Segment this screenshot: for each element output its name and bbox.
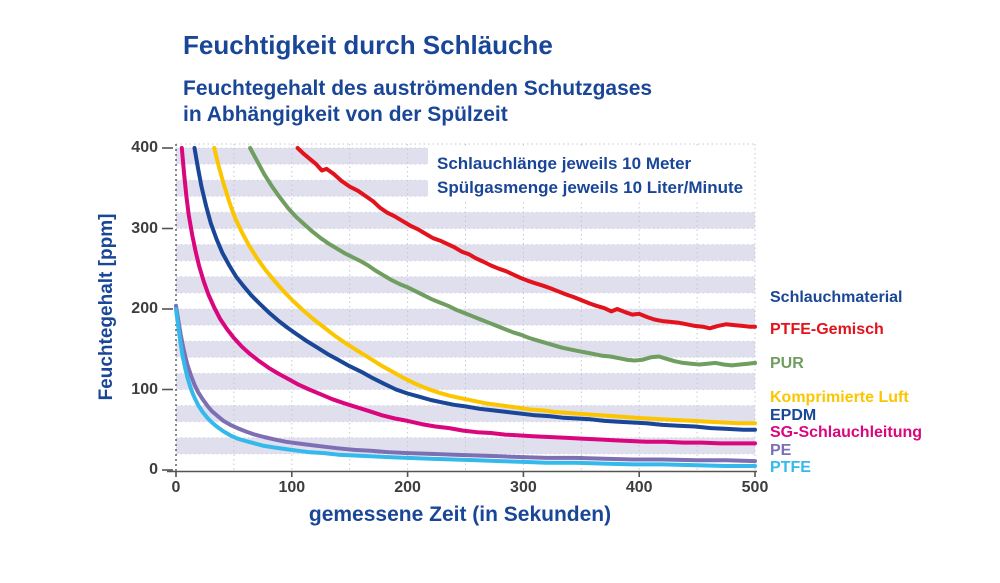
y-tick-label-0: 0 (149, 461, 158, 478)
x-tick-label-0: 0 (171, 479, 181, 496)
y-tick-label-200: 200 (131, 300, 158, 317)
chart-annotation: Schlauchlänge jeweils 10 Meter Spülgasme… (437, 152, 743, 200)
curve-ptfe-gemisch (295, 146, 757, 331)
curve-pur (248, 146, 757, 368)
curve-epdm (192, 146, 757, 432)
curve-ptfe (174, 307, 757, 468)
background-stripe (176, 212, 755, 229)
legend-item-sg-schlauchleitung: SG-Schlauchleitung (770, 424, 923, 441)
page-title: Feuchtigkeit durch Schläuche (183, 30, 553, 60)
y-tick-label-400: 400 (131, 139, 158, 156)
subtitle-line-1: Feuchtegehalt des auströmenden Schutzgas… (183, 77, 653, 100)
annotation-line-2: Spülgasmenge jeweils 10 Liter/Minute (437, 178, 744, 197)
x-tick-label-300: 300 (510, 479, 537, 496)
chart-legend: Schlauchmaterial PTFE-Gemisch PUR Komprimie… (770, 0, 998, 583)
x-tick-label-100: 100 (278, 479, 306, 496)
legend-item-pe: PE (770, 441, 792, 459)
x-tick-label-200: 200 (394, 479, 421, 496)
background-stripe (176, 341, 755, 358)
subtitle-line-2: in Abhängigkeit von der Spülzeit (183, 103, 508, 126)
curve-sg-schlauchleitung (179, 146, 757, 446)
x-axis-label: gemessene Zeit (in Sekunden) (308, 503, 612, 526)
legend-item-ptfe: PTFE (770, 459, 811, 476)
background-stripe (176, 373, 755, 390)
legend-item-ptfe-gemisch: PTFE-Gemisch (770, 321, 884, 338)
y-axis-label: Feuchtegehalt [ppm] (96, 213, 117, 401)
legend-item-komprimierte-luft: Komprimierte Luft (770, 389, 909, 406)
legend-title: Schlauchmaterial (770, 289, 903, 306)
page-subtitle: Feuchtegehalt des auströmenden Schutzgas… (183, 76, 652, 128)
legend-item-pur: PUR (770, 355, 804, 372)
y-tick-label-300: 300 (131, 219, 158, 237)
annotation-backdrop (428, 147, 755, 201)
y-tick-label-100: 100 (131, 380, 158, 398)
x-tick-label-400: 400 (625, 479, 653, 496)
curve-komprimierte-luft (212, 146, 757, 426)
legend-item-epdm: EPDM (770, 406, 817, 424)
annotation-line-1: Schlauchlänge jeweils 10 Meter (437, 154, 692, 173)
curve-pe (174, 303, 757, 464)
x-tick-label-500: 500 (741, 479, 769, 496)
